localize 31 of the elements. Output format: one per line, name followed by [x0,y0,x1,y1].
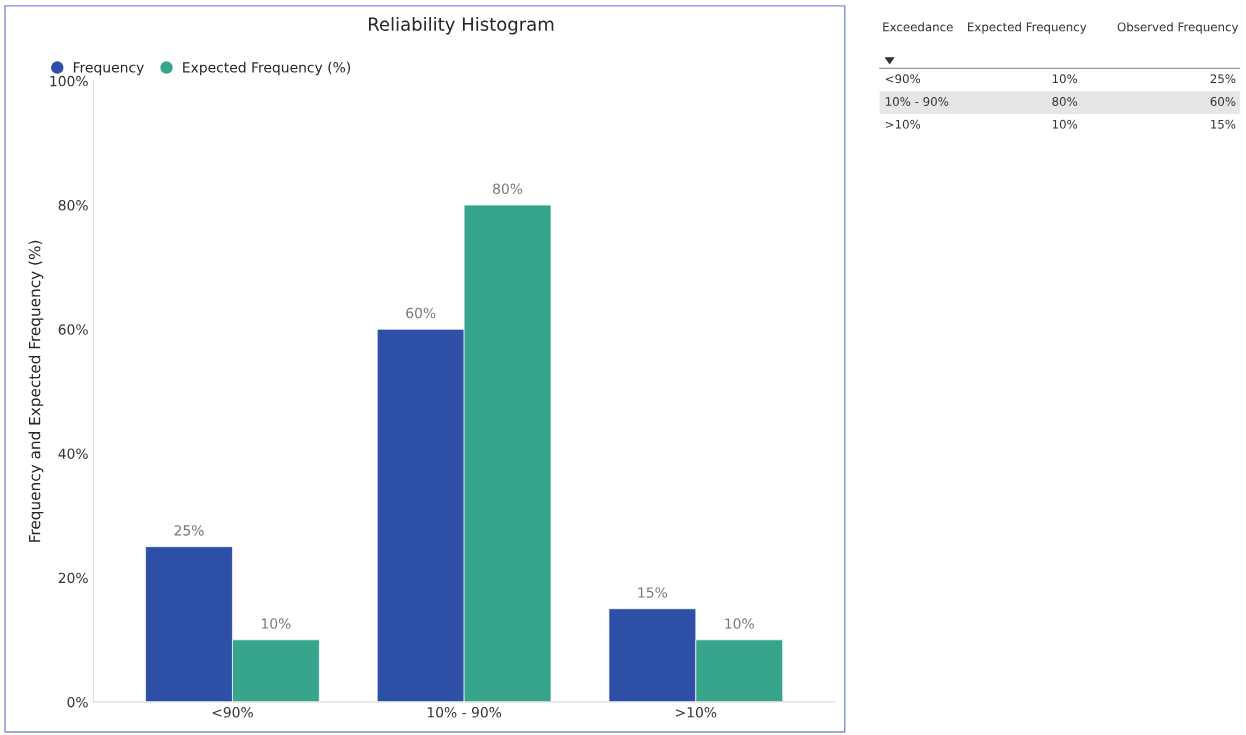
text: 25% [1210,74,1236,84]
y-tick-label: 80% [58,200,88,211]
text: Observed Frequency [1117,22,1239,34]
legend-label: Frequency [73,62,144,76]
data-label: 10% [725,618,754,629]
y-tick-label: 20% [58,572,88,584]
y-tick-label: 60% [58,324,88,335]
x-tick-label: <90% [212,707,253,718]
text: 10% [1052,74,1078,84]
y-tick-label: 40% [58,448,88,459]
y-tick-label: 0% [67,696,88,708]
data-label: 15% [638,587,668,598]
legend-label: Expected Frequency (%) [183,61,351,76]
data-label: 25% [174,525,204,536]
data-label: 10% [261,618,291,629]
text: >10% [885,119,921,129]
text: Expected Frequency [968,22,1087,34]
y-tick-label: 100% [50,75,88,87]
text: <90% [885,74,921,84]
text: 60% [1210,97,1236,106]
x-tick-label: 10% - 90% [427,707,502,718]
x-tick-label: >10% [676,707,717,718]
y-axis-title: Frequency and Expected Frequency (%) [28,240,44,542]
text: 80% [1052,97,1078,106]
text: Exceedance [883,22,953,32]
data-label: 60% [406,307,436,319]
data-label: 80% [493,183,523,195]
text: 10% [1052,119,1078,129]
text: 10% - 90% [885,97,949,106]
chart-title: Reliability Histogram [368,16,554,35]
text: 15% [1211,119,1236,129]
